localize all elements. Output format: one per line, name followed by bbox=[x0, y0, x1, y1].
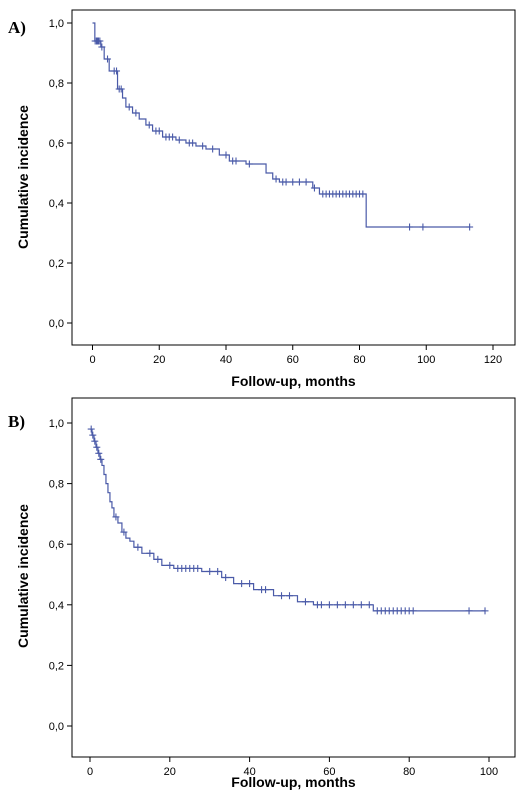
censor-mark bbox=[96, 37, 104, 45]
panel-label: B) bbox=[8, 412, 25, 431]
y-tick-label: 0,0 bbox=[49, 721, 64, 733]
censor-mark bbox=[145, 121, 153, 129]
censor-mark bbox=[134, 543, 142, 551]
censor-mark bbox=[357, 601, 365, 609]
y-tick-label: 0,0 bbox=[49, 318, 64, 330]
censor-mark bbox=[289, 178, 297, 186]
censor-mark bbox=[155, 127, 163, 135]
censor-mark bbox=[359, 190, 367, 198]
censor-mark bbox=[286, 592, 293, 600]
censor-mark bbox=[89, 431, 97, 439]
censor-mark bbox=[87, 425, 95, 433]
x-tick-label: 0 bbox=[87, 766, 93, 778]
censor-mark bbox=[97, 455, 105, 463]
censor-mark bbox=[272, 175, 280, 183]
y-tick-label: 0,6 bbox=[49, 138, 64, 150]
y-tick-label: 0,8 bbox=[49, 78, 64, 90]
y-tick-label: 0,4 bbox=[49, 600, 64, 612]
censor-mark bbox=[481, 607, 489, 615]
censor-mark bbox=[209, 145, 217, 153]
x-tick-label: 40 bbox=[220, 354, 232, 366]
censor-mark bbox=[125, 103, 133, 111]
censor-mark bbox=[246, 580, 254, 588]
censor-mark bbox=[295, 178, 303, 186]
plot-frame bbox=[71, 9, 516, 346]
censor-mark bbox=[112, 513, 120, 521]
y-tick-label: 0,2 bbox=[49, 660, 64, 672]
censor-mark bbox=[93, 443, 101, 451]
y-axis-title: Cumulative incidence bbox=[15, 105, 31, 249]
x-tick-label: 0 bbox=[89, 354, 95, 366]
y-tick-label: 0,8 bbox=[49, 479, 64, 491]
censor-mark bbox=[222, 151, 230, 159]
censor-mark bbox=[406, 223, 414, 231]
censor-mark bbox=[120, 528, 128, 536]
censor-mark bbox=[175, 136, 183, 144]
censor-mark bbox=[341, 601, 349, 609]
censor-mark bbox=[317, 601, 325, 609]
x-axis-title: Follow-up, months bbox=[231, 774, 356, 790]
y-tick-label: 0,6 bbox=[49, 539, 64, 551]
y-tick-label: 1,0 bbox=[49, 418, 64, 430]
censor-mark bbox=[262, 586, 270, 594]
censor-mark bbox=[117, 85, 125, 93]
y-axis-title: Cumulative incidence bbox=[15, 504, 31, 648]
censor-mark bbox=[214, 567, 222, 575]
x-tick-label: 60 bbox=[323, 766, 335, 778]
x-tick-label: 40 bbox=[243, 766, 255, 778]
x-tick-label: 80 bbox=[353, 354, 365, 366]
censor-mark bbox=[419, 223, 427, 231]
censor-mark bbox=[132, 109, 140, 117]
censor-mark bbox=[302, 178, 310, 186]
censor-mark bbox=[194, 564, 202, 572]
censor-mark bbox=[282, 178, 290, 186]
y-tick-label: 0,2 bbox=[49, 258, 64, 270]
x-axis-title: Follow-up, months bbox=[231, 373, 356, 389]
panel-a: A) 0,0 0,2 0,4 0,6 0,8 1,0 0 20 40 60 80 100 120 Follo… bbox=[8, 9, 516, 389]
censor-mark bbox=[409, 607, 417, 615]
censor-mark bbox=[146, 549, 154, 557]
censor-mark bbox=[278, 592, 286, 600]
censor-mark bbox=[154, 555, 162, 563]
censor-mark bbox=[222, 574, 230, 582]
censor-mark bbox=[95, 449, 103, 457]
censor-mark bbox=[98, 43, 106, 51]
x-tick-label: 120 bbox=[484, 354, 502, 366]
censor-mark bbox=[199, 142, 207, 150]
y-tick-label: 0,4 bbox=[49, 198, 64, 210]
panel-b: B) 0,0 0,2 0,4 0,6 0,8 1,0 0 20 40 60 80 100 Follow-u… bbox=[8, 397, 516, 790]
censor-mark bbox=[349, 601, 357, 609]
y-tick-label: 1,0 bbox=[49, 18, 64, 30]
censor-mark bbox=[113, 67, 121, 75]
censor-mark bbox=[325, 601, 333, 609]
x-tick-label: 20 bbox=[164, 766, 176, 778]
censor-mark bbox=[91, 437, 99, 445]
censor-mark bbox=[333, 601, 341, 609]
censor-mark bbox=[189, 139, 197, 147]
censor-mark bbox=[245, 160, 253, 168]
x-tick-label: 100 bbox=[417, 354, 435, 366]
plot-frame bbox=[71, 397, 516, 758]
censor-mark bbox=[238, 580, 246, 588]
x-tick-label: 100 bbox=[480, 766, 498, 778]
x-tick-label: 20 bbox=[153, 354, 165, 366]
censor-mark bbox=[104, 55, 112, 63]
km-step-curve bbox=[90, 428, 486, 612]
censor-mark bbox=[169, 133, 177, 141]
censor-mark bbox=[232, 157, 240, 165]
censor-mark bbox=[301, 598, 309, 606]
x-tick-label: 80 bbox=[403, 766, 415, 778]
censor-mark bbox=[365, 601, 373, 609]
censor-mark bbox=[166, 561, 174, 569]
x-tick-label: 60 bbox=[287, 354, 299, 366]
censor-mark bbox=[466, 223, 474, 231]
censor-mark bbox=[310, 184, 318, 192]
censor-mark bbox=[206, 567, 214, 575]
panel-label: A) bbox=[8, 18, 26, 37]
censor-mark bbox=[465, 607, 473, 615]
